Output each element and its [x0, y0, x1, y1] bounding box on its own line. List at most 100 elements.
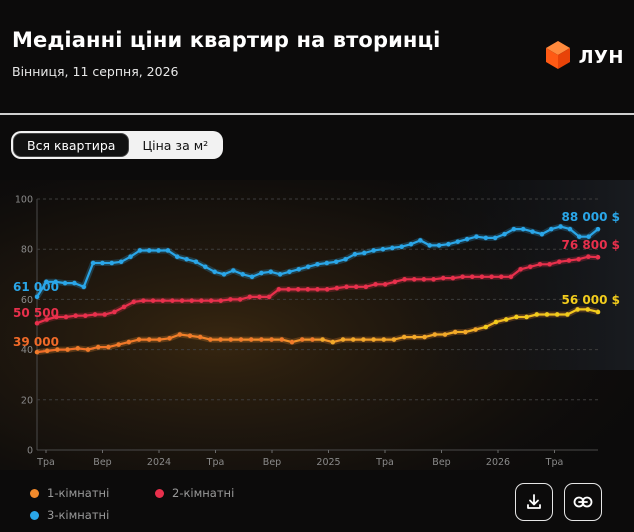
data-point[interactable]: [95, 344, 101, 350]
data-point[interactable]: [595, 254, 601, 260]
download-button[interactable]: [515, 483, 553, 521]
toggle-price-per-sqm[interactable]: Ціна за м²: [142, 137, 209, 153]
data-point[interactable]: [126, 339, 132, 345]
data-point[interactable]: [268, 269, 274, 275]
data-point[interactable]: [81, 284, 87, 290]
data-point[interactable]: [279, 337, 285, 342]
data-point[interactable]: [534, 312, 540, 317]
data-point[interactable]: [340, 337, 346, 342]
data-point[interactable]: [381, 337, 387, 342]
data-point[interactable]: [530, 229, 535, 234]
data-point[interactable]: [112, 309, 117, 315]
data-point[interactable]: [218, 337, 223, 342]
data-point[interactable]: [452, 329, 458, 335]
data-point[interactable]: [238, 337, 244, 342]
data-point[interactable]: [324, 260, 330, 266]
data-point[interactable]: [399, 244, 404, 249]
data-point[interactable]: [305, 287, 311, 292]
data-point[interactable]: [167, 336, 172, 341]
data-point[interactable]: [518, 266, 523, 272]
data-point[interactable]: [565, 312, 570, 317]
data-point[interactable]: [231, 268, 236, 273]
data-point[interactable]: [464, 236, 470, 242]
data-point[interactable]: [315, 287, 320, 292]
data-point[interactable]: [131, 299, 137, 305]
data-point[interactable]: [34, 320, 40, 326]
data-point[interactable]: [333, 259, 339, 265]
data-point[interactable]: [295, 287, 301, 292]
data-point[interactable]: [411, 277, 417, 282]
data-point[interactable]: [469, 274, 475, 280]
data-point[interactable]: [259, 337, 264, 342]
data-point[interactable]: [44, 279, 49, 285]
data-point[interactable]: [199, 298, 204, 303]
data-point[interactable]: [109, 260, 115, 266]
data-point[interactable]: [446, 241, 451, 247]
data-point[interactable]: [228, 337, 234, 342]
data-point[interactable]: [324, 287, 330, 292]
data-point[interactable]: [330, 339, 336, 345]
data-point[interactable]: [100, 260, 105, 266]
data-point[interactable]: [174, 254, 180, 260]
data-point[interactable]: [492, 235, 498, 241]
data-point[interactable]: [371, 248, 376, 253]
data-point[interactable]: [392, 279, 398, 285]
data-point[interactable]: [157, 337, 162, 342]
data-point[interactable]: [524, 314, 529, 320]
data-point[interactable]: [102, 312, 108, 317]
data-point[interactable]: [146, 248, 152, 253]
data-point[interactable]: [106, 344, 111, 350]
data-point[interactable]: [503, 317, 509, 322]
share-link-button[interactable]: [564, 483, 602, 521]
data-point[interactable]: [539, 231, 545, 237]
data-point[interactable]: [479, 274, 485, 280]
data-point[interactable]: [595, 226, 601, 232]
data-point[interactable]: [508, 274, 514, 280]
legend-item-1-room[interactable]: 1-кімнатні: [30, 486, 109, 500]
data-point[interactable]: [371, 337, 376, 342]
data-point[interactable]: [391, 337, 397, 342]
data-point[interactable]: [489, 274, 494, 280]
data-point[interactable]: [296, 266, 302, 272]
data-point[interactable]: [228, 297, 233, 302]
data-point[interactable]: [442, 332, 448, 337]
data-point[interactable]: [146, 337, 152, 342]
data-point[interactable]: [431, 277, 436, 282]
data-point[interactable]: [548, 226, 554, 232]
data-point[interactable]: [92, 312, 98, 317]
data-point[interactable]: [179, 298, 185, 303]
data-point[interactable]: [334, 285, 340, 291]
data-point[interactable]: [83, 313, 88, 319]
data-point[interactable]: [221, 272, 227, 277]
data-point[interactable]: [595, 309, 601, 315]
data-point[interactable]: [315, 261, 320, 267]
legend-item-2-room[interactable]: 2-кімнатні: [155, 486, 234, 500]
data-point[interactable]: [237, 297, 243, 302]
data-point[interactable]: [474, 234, 479, 239]
data-point[interactable]: [353, 284, 359, 290]
data-point[interactable]: [547, 261, 552, 267]
data-point[interactable]: [44, 317, 49, 322]
data-point[interactable]: [44, 348, 50, 354]
data-point[interactable]: [463, 329, 468, 335]
data-point[interactable]: [586, 234, 591, 239]
data-point[interactable]: [116, 342, 121, 347]
data-point[interactable]: [90, 260, 96, 266]
data-point[interactable]: [54, 314, 59, 320]
data-point[interactable]: [150, 298, 156, 303]
data-point[interactable]: [382, 282, 388, 287]
data-point[interactable]: [502, 231, 507, 237]
data-point[interactable]: [586, 254, 591, 260]
data-point[interactable]: [567, 226, 573, 232]
data-point[interactable]: [299, 337, 305, 342]
data-point[interactable]: [514, 314, 519, 320]
data-point[interactable]: [363, 284, 369, 290]
data-point[interactable]: [73, 313, 78, 319]
data-point[interactable]: [208, 298, 214, 303]
legend-item-3-room[interactable]: 3-кімнатні: [30, 508, 109, 522]
data-point[interactable]: [189, 298, 195, 303]
data-point[interactable]: [558, 224, 563, 229]
data-point[interactable]: [75, 346, 81, 351]
data-point[interactable]: [520, 226, 526, 232]
data-point[interactable]: [156, 248, 161, 253]
